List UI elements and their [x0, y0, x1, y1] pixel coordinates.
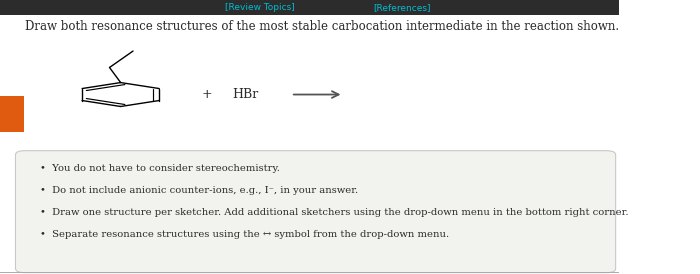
FancyBboxPatch shape	[0, 96, 24, 132]
Text: [Review Topics]: [Review Topics]	[225, 3, 295, 12]
FancyArrowPatch shape	[293, 91, 339, 98]
Text: [References]: [References]	[373, 3, 431, 12]
Text: HBr: HBr	[232, 88, 258, 101]
Text: Draw both resonance structures of the most stable carbocation intermediate in th: Draw both resonance structures of the mo…	[25, 19, 619, 33]
FancyBboxPatch shape	[0, 0, 619, 15]
Text: •  Draw one structure per sketcher. Add additional sketchers using the drop-down: • Draw one structure per sketcher. Add a…	[40, 208, 629, 217]
FancyBboxPatch shape	[15, 151, 615, 273]
Text: •  You do not have to consider stereochemistry.: • You do not have to consider stereochem…	[40, 164, 280, 173]
Text: •  Do not include anionic counter-ions, e.g., I⁻, in your answer.: • Do not include anionic counter-ions, e…	[40, 186, 358, 195]
Text: •  Separate resonance structures using the ↔ symbol from the drop-down menu.: • Separate resonance structures using th…	[40, 230, 449, 239]
Text: +: +	[202, 88, 213, 101]
